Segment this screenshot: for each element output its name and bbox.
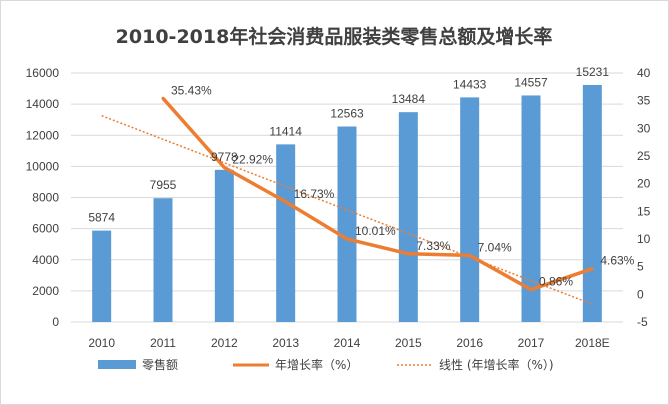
bar-value-label: 14557 [514, 75, 548, 89]
right-tick-label: 30 [637, 121, 651, 135]
x-tick-label: 2012 [211, 336, 238, 350]
growth-value-label: 22.92% [232, 153, 273, 167]
growth-value-label: 0.86% [539, 275, 573, 289]
right-tick-label: -5 [637, 315, 648, 329]
left-tick-label: 10000 [26, 159, 60, 173]
x-axis: 2010 2011 2012 2013 2014 2015 2016 2017 2018E [88, 336, 609, 350]
bar-value-label: 13484 [392, 92, 426, 106]
bar [276, 144, 296, 322]
growth-point [284, 200, 288, 204]
growth-point [222, 166, 226, 170]
bars-layer [92, 84, 602, 323]
bar-value-label: 11414 [269, 124, 302, 138]
bar [398, 112, 418, 323]
x-tick-label: 2013 [272, 336, 299, 350]
left-tick-label: 16000 [26, 66, 60, 80]
growth-point [468, 253, 472, 257]
bar [214, 169, 234, 322]
growth-value-label: 7.04% [478, 240, 512, 254]
legend-label-line: 年增长率（%） [275, 357, 358, 372]
bar [582, 84, 602, 322]
bar [460, 97, 480, 322]
left-tick-label: 6000 [32, 222, 59, 236]
legend-label-bar: 零售额 [142, 357, 178, 372]
right-axis: -5 0 5 10 15 20 25 30 35 40 [637, 66, 651, 329]
left-tick-label: 2000 [32, 284, 59, 298]
growth-value-label: 16.73% [294, 187, 335, 201]
growth-value-label: 35.43% [171, 83, 212, 97]
legend: 零售额 年增长率（%） 线性 (年增长率（%）) [98, 357, 554, 372]
x-tick-label: 2018E [575, 336, 610, 350]
bar-value-label: 9778 [211, 150, 238, 164]
growth-point [406, 252, 410, 256]
bar-value-label: 14433 [453, 77, 487, 91]
legend-swatch-bar [98, 360, 136, 369]
bar-value-label: 5874 [88, 211, 115, 225]
x-tick-label: 2014 [334, 336, 361, 350]
left-tick-label: 12000 [26, 128, 60, 142]
right-tick-label: 5 [637, 260, 644, 274]
x-tick-label: 2010 [88, 336, 115, 350]
growth-value-label: 7.33% [416, 239, 450, 253]
bar [521, 95, 541, 322]
chart-title: 2010-2018年社会消费品服装类零售总额及增长率 [116, 25, 553, 48]
right-tick-label: 35 [637, 94, 651, 108]
x-tick-label: 2016 [456, 336, 483, 350]
x-tick-label: 2011 [150, 336, 176, 350]
right-tick-label: 25 [637, 149, 651, 163]
growth-value-label: 10.01% [355, 224, 396, 238]
bar-value-label: 12563 [330, 106, 364, 120]
right-tick-label: 15 [637, 204, 651, 218]
bar [92, 230, 112, 322]
left-tick-label: 8000 [32, 191, 59, 205]
x-tick-label: 2017 [518, 336, 545, 350]
left-tick-label: 4000 [32, 253, 59, 267]
bar-value-label: 7955 [150, 178, 177, 192]
growth-line [161, 97, 593, 292]
left-tick-label: 14000 [26, 97, 60, 111]
growth-point [161, 96, 165, 100]
legend-label-trendline: 线性 (年增长率（%）) [439, 357, 554, 372]
left-axis: 0 2000 4000 6000 8000 10000 12000 14000 16000 [26, 66, 60, 329]
left-tick-label: 0 [52, 315, 59, 329]
growth-point [529, 288, 533, 292]
right-tick-label: 20 [637, 177, 651, 191]
growth-point [345, 237, 349, 241]
right-tick-label: 40 [637, 66, 651, 80]
right-tick-label: 0 [637, 287, 644, 301]
bar [337, 126, 357, 322]
data-labels-layer: 5874 7955 9778 11414 12563 13484 14433 14557 152… [88, 65, 634, 289]
bar-value-label: 15231 [576, 65, 610, 79]
right-tick-label: 10 [637, 232, 651, 246]
bar [153, 198, 173, 322]
x-tick-label: 2015 [395, 336, 422, 350]
growth-point [590, 267, 594, 271]
line-layer [161, 96, 594, 292]
growth-value-label: 4.63% [600, 254, 634, 268]
